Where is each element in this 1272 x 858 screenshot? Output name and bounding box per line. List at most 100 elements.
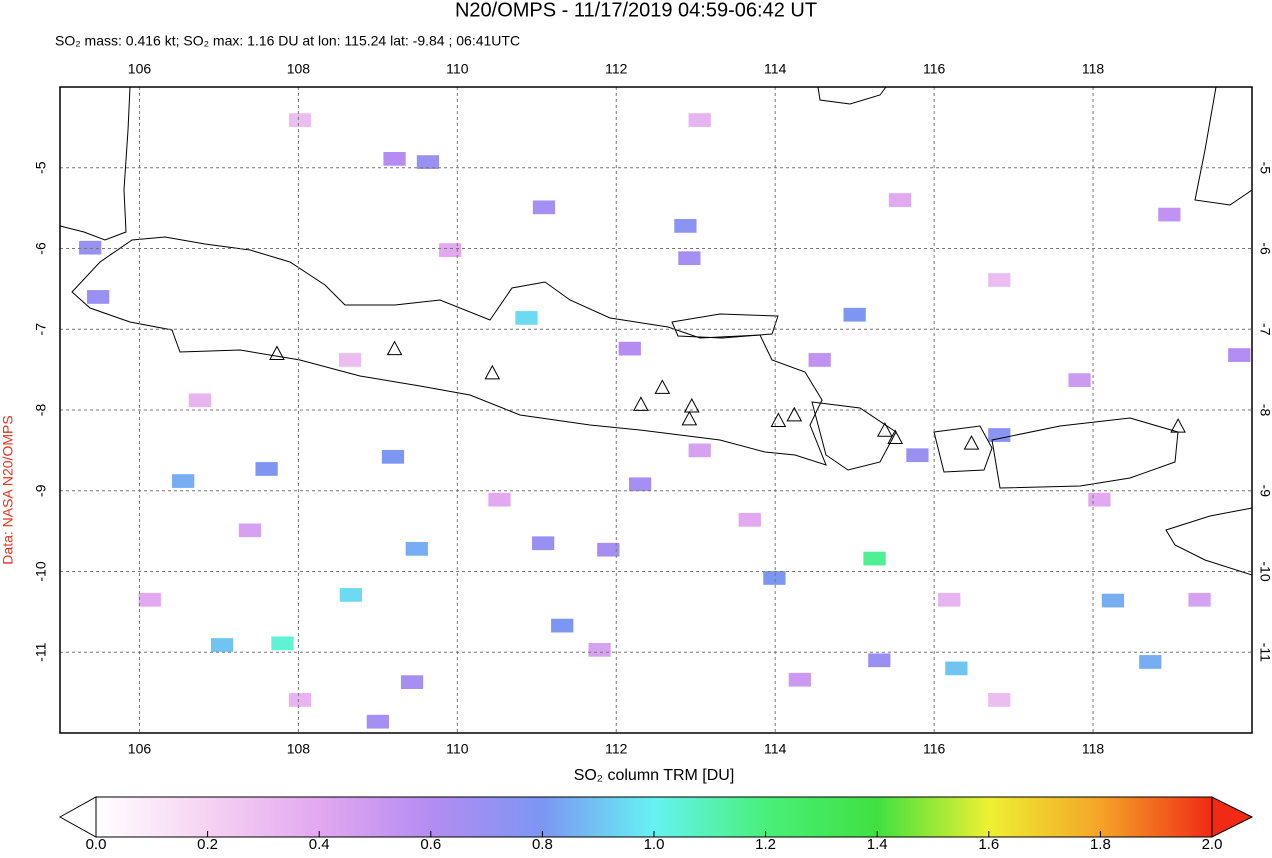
coast-sulawesi [1194, 87, 1252, 206]
so2-pixel [210, 638, 234, 652]
so2-pixel [400, 675, 424, 689]
coast-java [71, 236, 827, 466]
x-tick-label-top: 116 [923, 61, 946, 77]
so2-pixel [515, 311, 538, 325]
map-frame [59, 86, 1253, 734]
coast-borneo [817, 87, 887, 105]
so2-pixel [87, 290, 110, 304]
so2-pixel [1139, 655, 1162, 669]
so2-pixel [678, 251, 701, 266]
so2-pixel [172, 474, 195, 488]
x-tick-label-top: 106 [128, 61, 152, 77]
map-subtitle: SO₂ mass: 0.416 kt; SO₂ max: 1.16 DU at … [55, 33, 520, 49]
so2-pixel [339, 588, 362, 602]
colorbar-tick-label: 1.2 [755, 836, 776, 853]
x-tick-label-bottom: 112 [605, 741, 628, 757]
volcano [963, 435, 980, 450]
x-tick-label-bottom: 106 [128, 741, 152, 757]
colorbar-under-arrow [58, 796, 97, 838]
x-tick-label-top: 110 [446, 61, 469, 77]
coast-lombok [933, 425, 993, 473]
colorbar-tick-label: 1.4 [867, 836, 888, 853]
colorbar-tick-label: 0.8 [532, 836, 553, 853]
so2-pixel [588, 642, 611, 657]
so2-pixel [366, 714, 389, 729]
volcano [683, 397, 700, 413]
y-tick-label-right: -6 [1257, 242, 1272, 255]
y-tick-label-left: -10 [33, 561, 49, 581]
so2-pixel [338, 353, 362, 367]
volcano [484, 364, 501, 380]
x-tick-label-bottom: 110 [446, 741, 469, 757]
so2-pixel [988, 273, 1011, 287]
x-tick-label-bottom: 108 [287, 741, 311, 757]
so2-pixel [1158, 207, 1181, 222]
so2-pixel [788, 672, 811, 687]
coast-madura [671, 313, 779, 339]
so2-pixel [674, 219, 697, 233]
so2-pixel [416, 155, 440, 169]
colorbar-over-arrow [1211, 796, 1254, 838]
colorbar-tick-label: 1.0 [644, 836, 665, 853]
y-tick-label-left: -5 [33, 161, 49, 174]
volcano [1170, 418, 1186, 433]
colorbar-tick-label: 0.4 [309, 836, 330, 853]
so2-pixel [688, 113, 711, 127]
volcano [654, 379, 671, 394]
x-tick-label-bottom: 116 [923, 741, 946, 757]
data-credit: Data: NASA N20/OMPS [0, 415, 16, 564]
volcano [887, 429, 904, 444]
so2-pixel [938, 592, 961, 607]
so2-pixel [488, 492, 511, 507]
volcano [633, 396, 649, 411]
so2-pixel [405, 542, 428, 556]
volcano [770, 412, 787, 427]
so2-pixel [381, 449, 405, 464]
volcano [386, 340, 403, 356]
y-tick-label-left: -11 [33, 642, 49, 661]
so2-pixel [439, 243, 462, 257]
y-tick-label-left: -6 [33, 242, 49, 255]
y-tick-label-right: -7 [1257, 323, 1272, 336]
so2-pixel [628, 477, 652, 492]
so2-pixel [1068, 373, 1091, 387]
x-tick-label-top: 112 [605, 61, 628, 77]
x-tick-label-top: 108 [287, 61, 311, 77]
so2-pixel [188, 393, 211, 408]
coast-sumatra [60, 87, 131, 241]
x-tick-label-top: 118 [1082, 61, 1105, 77]
y-tick-label-left: -7 [33, 323, 49, 336]
so2-pixel [138, 592, 161, 607]
coast-bali [811, 401, 897, 471]
volcano [269, 345, 285, 360]
y-tick-label-left: -8 [33, 404, 49, 417]
volcano [877, 422, 893, 437]
colorbar-label: SO₂ column TRM [DU] [574, 767, 735, 784]
axes: 106 106 108 108 110 110 112 112 114 114 116 116 118 1… [33, 61, 1272, 757]
so2-pixel [532, 536, 555, 551]
x-tick-label-bottom: 118 [1082, 741, 1105, 757]
so2-pixel [763, 571, 786, 585]
so2-pixel [238, 523, 262, 538]
so2-pixel [1228, 348, 1251, 362]
y-tick-label-right: -9 [1257, 485, 1272, 498]
so2-pixel [288, 693, 312, 707]
so2-pixel [255, 462, 278, 476]
x-tick-label-top: 114 [764, 61, 787, 77]
y-tick-label-right: -11 [1257, 643, 1272, 662]
x-tick-label-bottom: 114 [764, 741, 787, 757]
so2-pixel [808, 353, 831, 367]
so2-pixel [532, 200, 556, 215]
so2-pixel [383, 152, 406, 166]
so2-pixel [597, 542, 620, 557]
pixel-layer [79, 113, 1251, 729]
colorbar [95, 796, 1213, 838]
so2-pixel [863, 551, 886, 566]
y-tick-label-left: -9 [33, 484, 49, 497]
colorbar-tick-label: 0.6 [420, 836, 441, 853]
so2-pixel [551, 618, 574, 633]
so2-pixel [868, 653, 891, 668]
volcano [681, 410, 698, 426]
colorbar-tick-label: 0.0 [86, 836, 107, 853]
